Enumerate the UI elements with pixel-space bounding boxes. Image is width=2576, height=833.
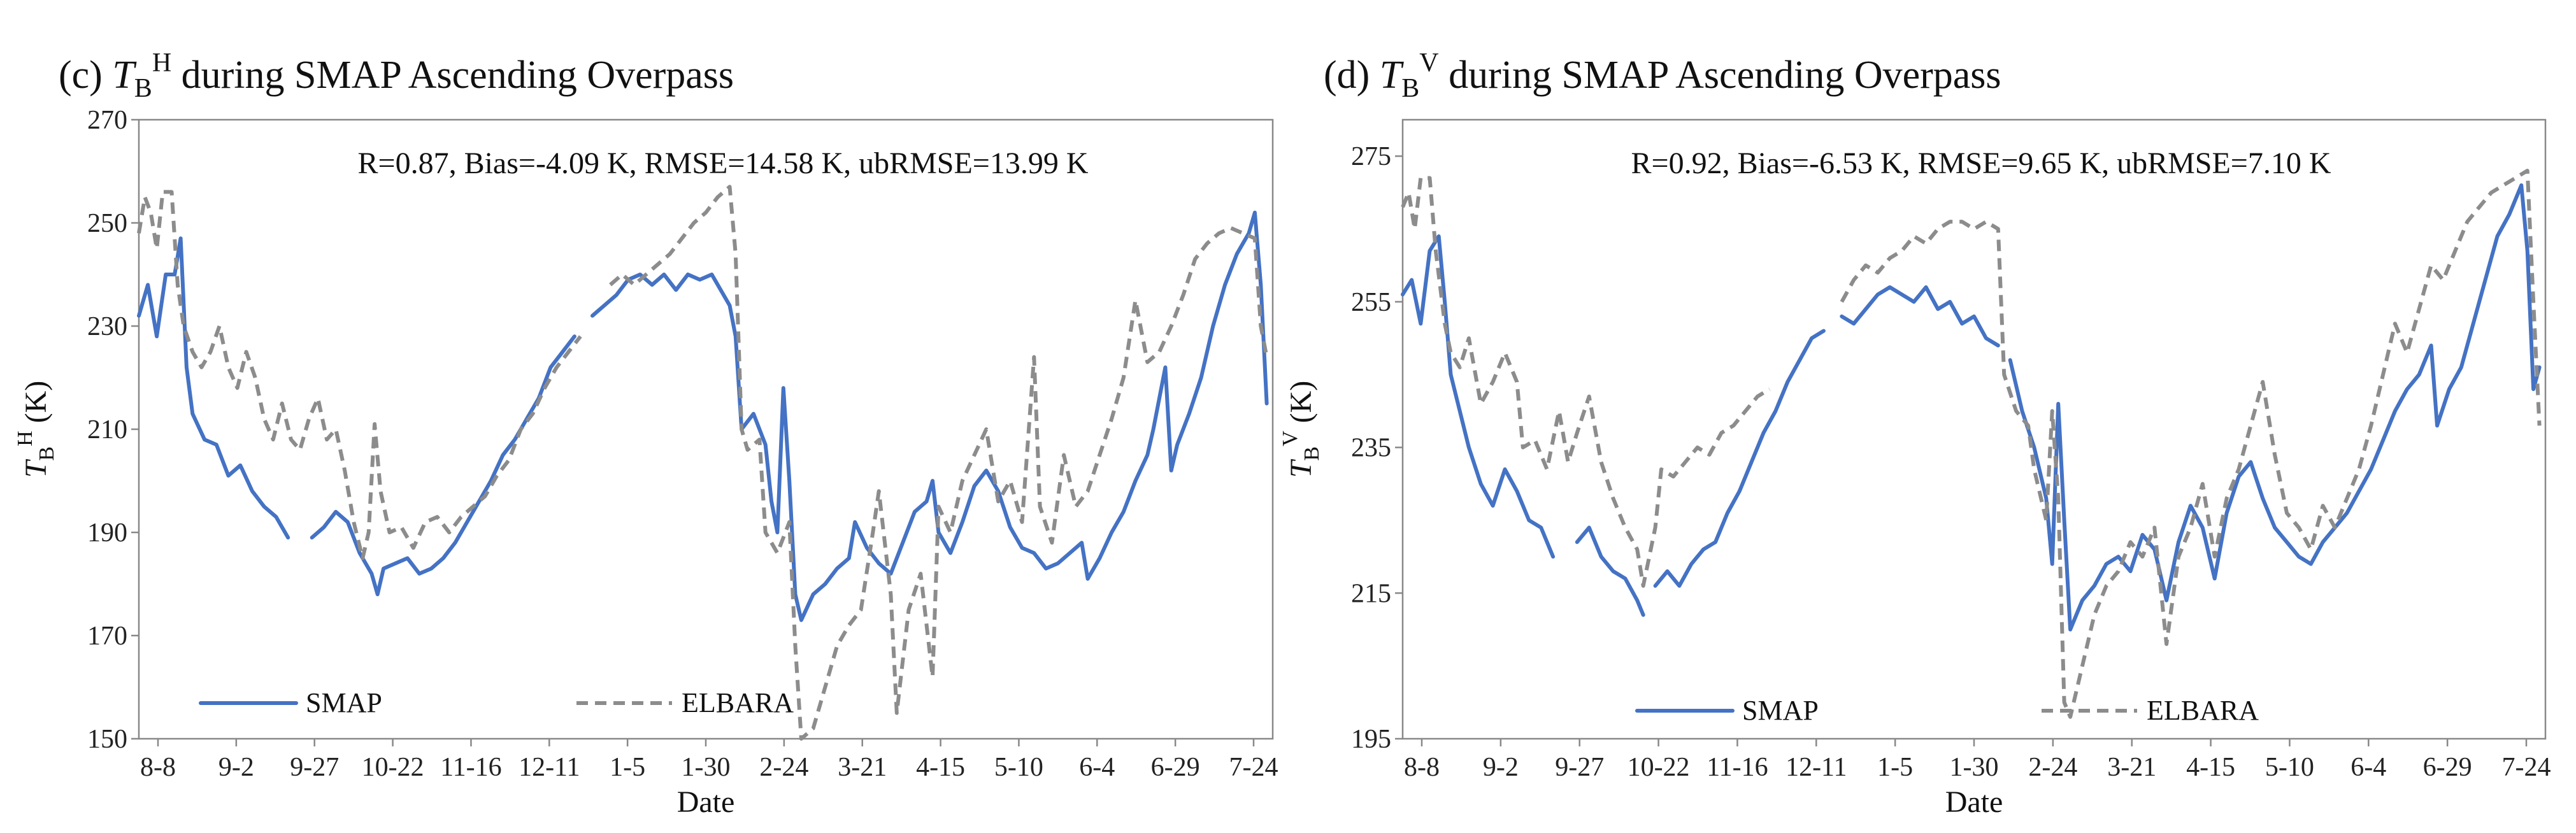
chart-title: (d) TBV during SMAP Ascending Overpass <box>1324 48 2001 103</box>
series-line-elbara <box>137 185 1269 741</box>
y-tick-label: 210 <box>87 415 127 445</box>
series-line-elbara <box>1401 169 2542 719</box>
legend-label-elbara: ELBARA <box>2147 695 2259 726</box>
y-tick-label: 230 <box>87 312 127 341</box>
x-tick-label: 1-30 <box>682 753 731 782</box>
x-tick-label: 1-5 <box>610 753 645 782</box>
x-tick-label: 3-21 <box>838 753 887 782</box>
chart-panel-c: (c) TBH during SMAP Ascending Overpass 15… <box>13 48 1278 819</box>
x-tick-label: 6-29 <box>2423 753 2472 782</box>
x-tick-label: 11-16 <box>1707 753 1768 782</box>
x-tick-label: 5-10 <box>994 753 1043 782</box>
x-tick-label: 2-24 <box>2028 753 2077 782</box>
x-tick-label: 6-4 <box>1079 753 1115 782</box>
x-tick-label: 8-8 <box>140 753 176 782</box>
y-tick-label: 275 <box>1351 142 1391 171</box>
y-tick-label: 270 <box>87 106 127 135</box>
x-tick-label: 6-4 <box>2351 753 2386 782</box>
y-tick-label: 190 <box>87 518 127 548</box>
y-tick-label: 250 <box>87 209 127 238</box>
x-tick-label: 9-2 <box>218 753 254 782</box>
y-tick-label: 215 <box>1351 579 1391 608</box>
x-tick-label: 9-27 <box>290 753 339 782</box>
x-tick-label: 4-15 <box>2186 753 2235 782</box>
x-tick-label: 1-30 <box>1950 753 1999 782</box>
x-tick-label: 8-8 <box>1404 753 1440 782</box>
x-tick-label: 7-24 <box>1229 753 1278 782</box>
chart-panel-d: (d) TBV during SMAP Ascending Overpass 19… <box>1278 48 2551 819</box>
legend-label-smap: SMAP <box>306 687 382 718</box>
y-tick-label: 170 <box>87 622 127 651</box>
y-tick-label: 195 <box>1351 725 1391 754</box>
x-tick-label: 4-15 <box>916 753 965 782</box>
legend-label-elbara: ELBARA <box>682 687 794 718</box>
x-tick-label: 11-16 <box>440 753 501 782</box>
x-tick-label: 10-22 <box>1628 753 1690 782</box>
x-tick-label: 6-29 <box>1151 753 1200 782</box>
y-tick-label: 235 <box>1351 434 1391 463</box>
x-axis-label: Date <box>1945 785 2003 819</box>
x-tick-label: 1-5 <box>1877 753 1913 782</box>
x-axis-label: Date <box>677 785 735 819</box>
plot-area <box>1401 118 2547 740</box>
stats-annotation: R=0.87, Bias=-4.09 K, RMSE=14.58 K, ubRM… <box>357 146 1088 180</box>
x-tick-label: 9-2 <box>1483 753 1519 782</box>
y-tick-label: 150 <box>87 725 127 754</box>
legend-label-smap: SMAP <box>1742 695 1819 726</box>
x-tick-label: 9-27 <box>1555 753 1604 782</box>
x-tick-label: 2-24 <box>759 753 808 782</box>
series-line-smap <box>1401 183 2542 632</box>
stats-annotation: R=0.92, Bias=-6.53 K, RMSE=9.65 K, ubRMS… <box>1631 146 2331 180</box>
y-axis-label: TBH (K) <box>13 381 59 478</box>
x-tick-label: 7-24 <box>2502 753 2551 782</box>
y-tick-label: 255 <box>1351 288 1391 317</box>
chart-title: (c) TBH during SMAP Ascending Overpass <box>59 48 734 103</box>
x-tick-label: 3-21 <box>2107 753 2156 782</box>
x-tick-label: 5-10 <box>2265 753 2314 782</box>
series-line-smap <box>137 210 1269 622</box>
x-tick-label: 12-11 <box>1785 753 1847 782</box>
y-axis-label: TBV (K) <box>1278 381 1324 478</box>
x-tick-label: 10-22 <box>362 753 424 782</box>
x-tick-label: 12-11 <box>519 753 580 782</box>
